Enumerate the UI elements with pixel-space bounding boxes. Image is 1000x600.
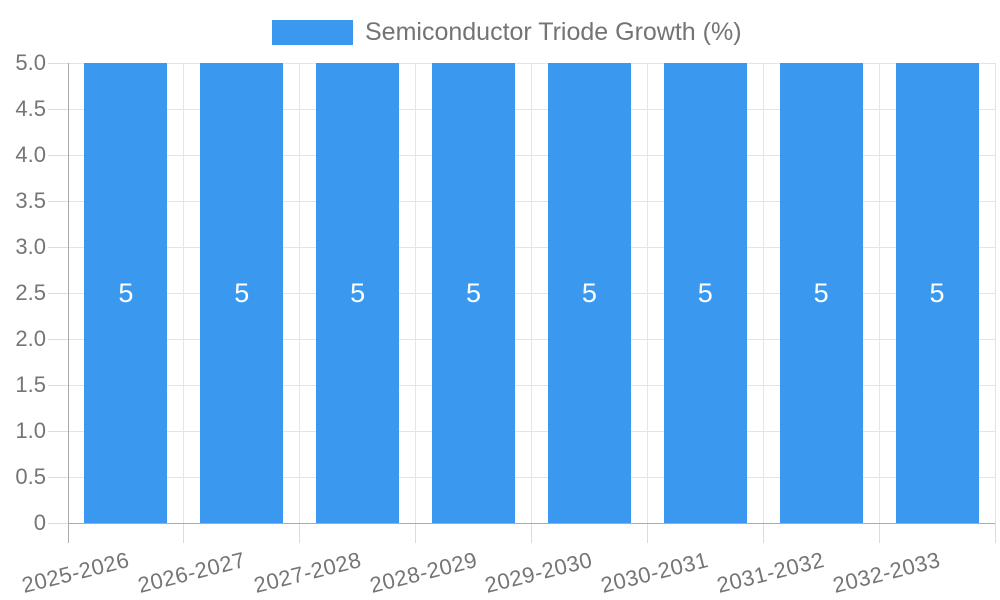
x-tick-mark bbox=[646, 523, 648, 543]
y-tick-mark bbox=[48, 154, 68, 156]
bar[interactable] bbox=[663, 63, 747, 523]
x-tick-mark bbox=[415, 523, 417, 543]
x-gridline bbox=[762, 63, 764, 523]
legend-label: Semiconductor Triode Growth (%) bbox=[365, 18, 742, 46]
y-tick-mark bbox=[48, 522, 68, 524]
y-tick-mark bbox=[48, 430, 68, 432]
x-tick-mark bbox=[994, 523, 996, 543]
y-tick-label: 4.0 bbox=[15, 142, 46, 167]
y-tick-label: 5.0 bbox=[15, 50, 46, 75]
y-tick-label: 0.5 bbox=[15, 464, 46, 489]
bar[interactable] bbox=[200, 63, 284, 523]
bar-value-label: 5 bbox=[697, 278, 713, 308]
x-gridline bbox=[415, 63, 417, 523]
y-tick-mark bbox=[48, 108, 68, 110]
bar[interactable] bbox=[316, 63, 400, 523]
x-gridline bbox=[994, 63, 996, 523]
y-tick-mark bbox=[48, 384, 68, 386]
x-gridline bbox=[299, 63, 301, 523]
y-tick-mark bbox=[48, 292, 68, 294]
bar-value-label: 5 bbox=[466, 278, 482, 308]
bar-value-label: 5 bbox=[118, 278, 134, 308]
x-gridline bbox=[531, 63, 532, 523]
x-gridline bbox=[183, 63, 185, 523]
y-tick-label: 3.0 bbox=[15, 234, 46, 259]
bar[interactable] bbox=[895, 63, 979, 523]
x-tick-mark bbox=[183, 523, 185, 543]
y-tick-mark bbox=[48, 338, 68, 340]
y-tick-mark bbox=[48, 246, 68, 248]
legend-swatch-icon bbox=[272, 20, 353, 45]
y-tick-label: 0 bbox=[33, 510, 46, 535]
y-tick-label: 3.5 bbox=[15, 188, 46, 213]
x-tick-mark bbox=[878, 523, 880, 543]
y-tick-mark bbox=[48, 62, 68, 64]
y-tick-label: 1.0 bbox=[15, 418, 46, 443]
y-tick-label: 1.5 bbox=[15, 372, 46, 397]
x-gridline bbox=[646, 63, 648, 523]
bar[interactable] bbox=[432, 63, 516, 523]
bar[interactable] bbox=[779, 63, 863, 523]
bar-value-label: 5 bbox=[581, 278, 597, 308]
bar-value-label: 5 bbox=[929, 278, 945, 308]
y-tick-label: 4.5 bbox=[15, 96, 46, 121]
x-axis-line bbox=[68, 522, 995, 524]
bar[interactable] bbox=[84, 63, 168, 523]
x-tick-mark bbox=[67, 523, 69, 543]
x-gridline bbox=[878, 63, 880, 523]
x-tick-mark bbox=[762, 523, 764, 543]
bar-value-label: 5 bbox=[350, 278, 366, 308]
bar-value-label: 5 bbox=[813, 278, 829, 308]
y-tick-mark bbox=[48, 200, 68, 202]
y-tick-label: 2.5 bbox=[15, 280, 46, 305]
x-tick-mark bbox=[531, 523, 532, 543]
y-axis-line bbox=[67, 63, 69, 523]
bar-value-label: 5 bbox=[234, 278, 250, 308]
x-tick-mark bbox=[299, 523, 301, 543]
y-tick-mark bbox=[48, 476, 68, 478]
bar[interactable] bbox=[547, 63, 631, 523]
legend-item[interactable]: Semiconductor Triode Growth (%) bbox=[272, 20, 742, 45]
y-tick-label: 2.0 bbox=[15, 326, 46, 351]
